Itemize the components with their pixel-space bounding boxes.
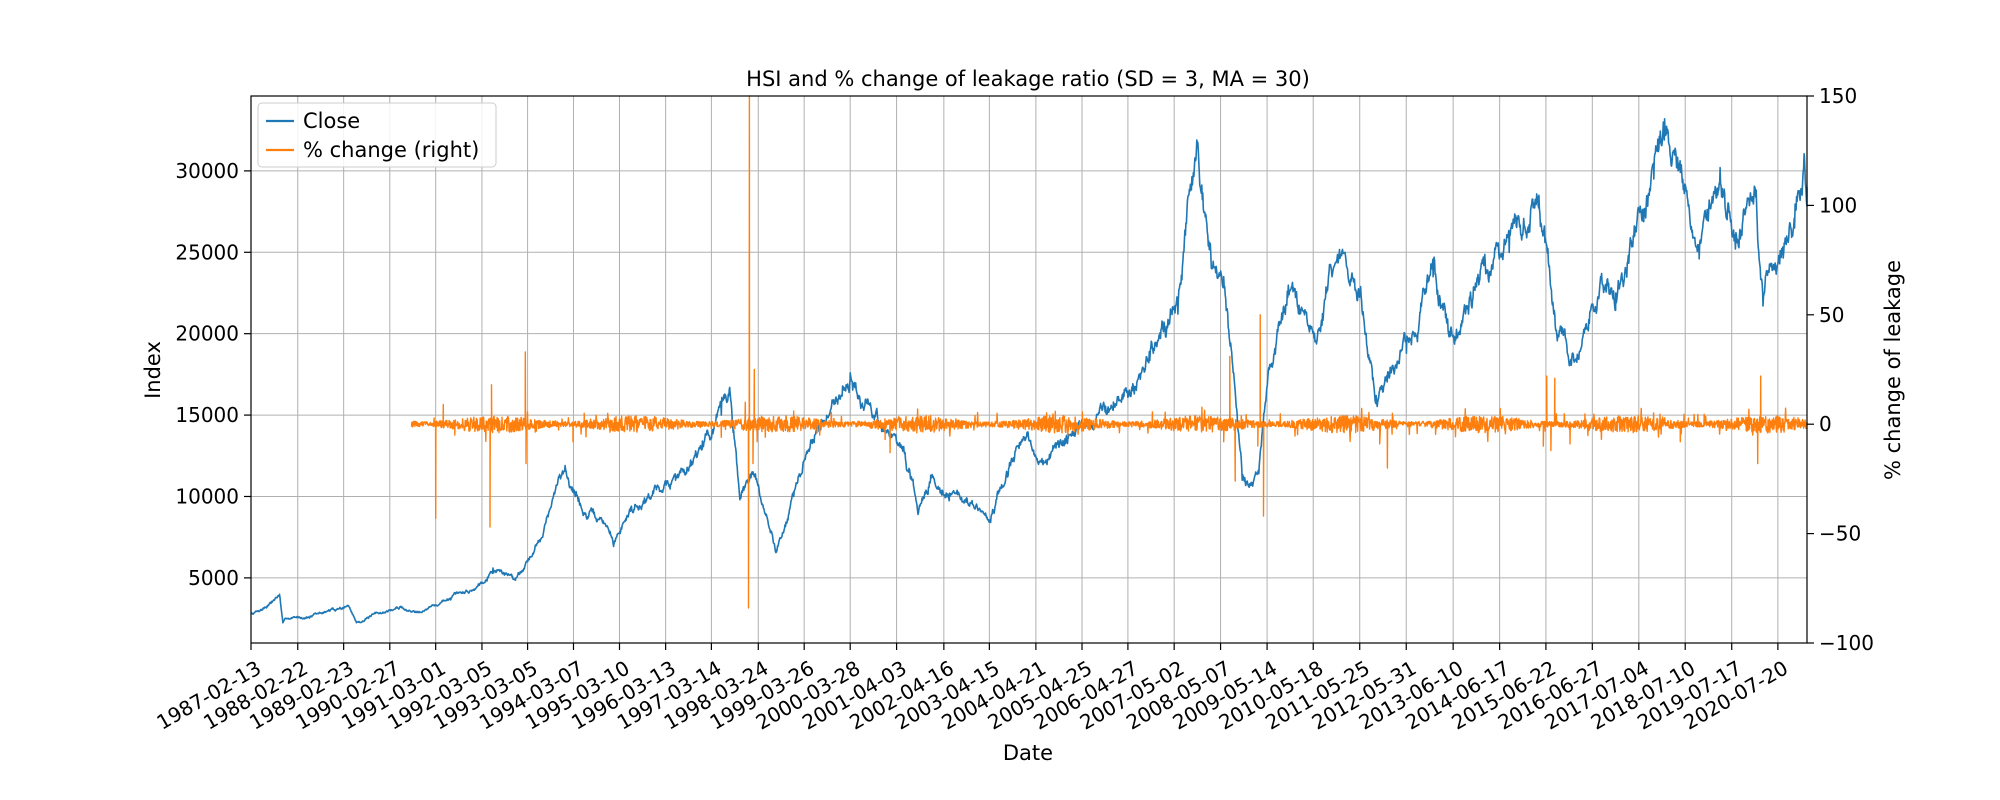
y2-tick-label: −50 [1819, 522, 1861, 546]
x-axis-label: Date [1003, 741, 1053, 765]
y-axis-left: 5000 10000 15000 20000 25000 30000 [175, 159, 251, 590]
chart-title: HSI and % change of leakage ratio (SD = … [746, 67, 1310, 91]
y-axis-label: Index [141, 341, 165, 399]
y-tick-label: 20000 [175, 322, 239, 346]
grid-lines [250, 96, 1807, 643]
series-layer [250, 95, 1808, 624]
legend-box [257, 102, 497, 168]
y-tick-label: 30000 [175, 159, 239, 183]
y2-tick-label: 50 [1819, 303, 1844, 327]
y-tick-label: 15000 [175, 403, 239, 427]
y-tick-label: 25000 [175, 240, 239, 264]
y-axis-right: −100 −50 0 50 100 150 [1807, 84, 1874, 655]
legend-label-close: Close [303, 109, 360, 133]
y-tick-label: 5000 [188, 566, 239, 590]
series-pct-change-line [410, 95, 1808, 609]
legend: Close % change (right) [257, 102, 497, 168]
y2-axis-label: % change of leakage [1881, 260, 1905, 480]
x-axis: 1987-02-131988-02-221989-02-231990-02-27… [152, 643, 1792, 735]
y2-tick-label: 0 [1819, 412, 1832, 436]
y2-tick-label: 150 [1819, 84, 1857, 108]
legend-label-pct-change: % change (right) [303, 138, 479, 162]
y2-tick-label: −100 [1819, 631, 1874, 655]
y-tick-label: 10000 [175, 484, 239, 508]
series-close-line [250, 118, 1808, 624]
plot-frame [250, 95, 1808, 644]
y2-tick-label: 100 [1819, 193, 1857, 217]
